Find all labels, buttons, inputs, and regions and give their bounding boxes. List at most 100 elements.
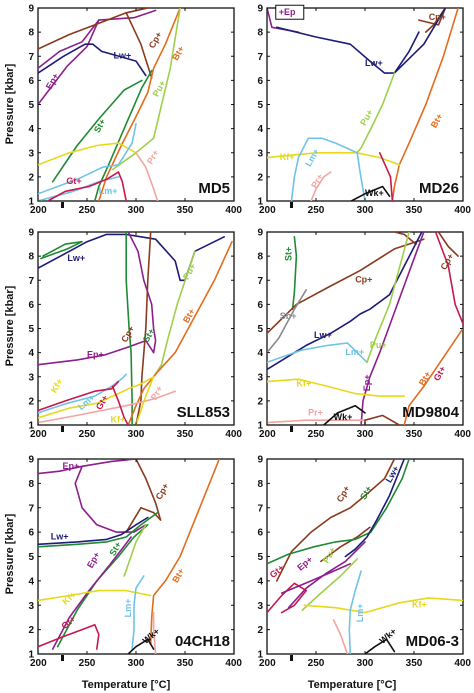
reaction-label-lm: Lm+ (99, 186, 118, 196)
reaction-line-pu (123, 524, 147, 577)
x-tick-label: 300 (128, 658, 145, 669)
y-tick-label: 6 (28, 76, 34, 87)
x-tick-label: 400 (225, 205, 242, 216)
y-tick-label: 7 (28, 276, 34, 287)
reaction-label-pr: Pr+ (308, 407, 323, 417)
panel-title: SLL853 (177, 404, 230, 421)
reaction-line-pr (135, 152, 159, 201)
x-tick-label: 200 (259, 429, 276, 440)
reaction-label-kf: Kf+ (412, 600, 427, 610)
reaction-line-st (291, 236, 298, 310)
x-tick-label: 300 (128, 205, 145, 216)
reaction-label-cp: Cp+ (355, 275, 372, 285)
reaction-line-ep (38, 9, 157, 70)
axis-marker (290, 426, 293, 432)
reaction-line-pr (310, 171, 332, 201)
reaction-line-gt (117, 171, 127, 201)
x-tick-label: 300 (357, 429, 374, 440)
reaction-label-lm: Lm+ (123, 599, 133, 618)
reaction-line-st (267, 459, 410, 565)
reaction-label-wk: Wk+ (334, 412, 353, 422)
x-tick-label: 300 (357, 658, 374, 669)
reaction-line-lw (194, 236, 225, 253)
x-tick-label: 200 (259, 658, 276, 669)
reaction-line-wk (350, 185, 391, 201)
x-tick-label: 350 (177, 429, 194, 440)
panel-frame (37, 231, 235, 426)
reaction-line-cp (135, 459, 162, 521)
reaction-line-gt (434, 232, 463, 325)
reaction-line-ep (38, 19, 100, 106)
y-tick-label: 8 (257, 252, 263, 263)
y-tick-label: 7 (257, 503, 263, 514)
reaction-line-bt (391, 8, 459, 201)
reaction-line-ep (74, 465, 147, 533)
y-axis-label-row-2: Pressure [kbar] (4, 285, 16, 366)
x-tick-label: 350 (406, 205, 423, 216)
reaction-curves (38, 8, 181, 201)
y-tick-label: 2 (257, 625, 263, 636)
x-tick-label: 400 (225, 429, 242, 440)
reaction-line-pu (152, 250, 196, 378)
y-tick-label: 1 (28, 197, 34, 208)
reaction-label-kf: Kf+ (296, 378, 311, 388)
reaction-line-lw (38, 43, 147, 77)
y-tick-label: 7 (28, 52, 34, 63)
reaction-line-kf (267, 378, 405, 397)
reaction-line-pu (366, 232, 410, 364)
y-axis-label-row-3: Pressure [kbar] (4, 513, 16, 594)
reaction-line-cp (125, 12, 153, 79)
x-tick-label: 400 (454, 429, 471, 440)
reaction-line-cp (320, 526, 371, 563)
y-tick-label: 3 (257, 372, 263, 383)
reaction-line-lm (38, 373, 127, 414)
y-tick-label: 7 (257, 276, 263, 287)
reaction-line-ep (360, 232, 425, 425)
y-tick-label: 4 (257, 576, 263, 587)
y-tick-label: 8 (28, 28, 34, 39)
reaction-label-kf: Kf+ (111, 415, 126, 425)
y-tick-label: 3 (28, 148, 34, 159)
y-tick-label: 6 (257, 76, 263, 87)
x-axis-label-left: Temperature [°C] (82, 679, 171, 691)
reaction-line-bt (149, 459, 221, 646)
y-tick-label: 4 (28, 348, 34, 359)
y-tick-label: 8 (257, 479, 263, 490)
reaction-curves (38, 232, 233, 425)
y-tick-label: 1 (28, 650, 34, 661)
reaction-label-lm: Lm+ (355, 603, 365, 622)
reaction-line-kf (135, 376, 155, 425)
reaction-line-cp (38, 8, 149, 50)
y-tick-label: 9 (257, 455, 263, 466)
reaction-line-cp (135, 232, 152, 425)
reaction-line-pr (332, 619, 349, 654)
reaction-line-lw (267, 232, 423, 371)
reaction-line-cp (437, 232, 459, 257)
y-tick-label: 1 (257, 421, 263, 432)
y-tick-label: 9 (28, 4, 34, 15)
y-tick-label: 3 (257, 601, 263, 612)
y-tick-label: 2 (28, 396, 34, 407)
axis-marker (61, 426, 64, 432)
reaction-line-lw (276, 26, 420, 74)
x-tick-label: 250 (79, 658, 96, 669)
x-tick-label: 350 (177, 658, 194, 669)
reaction-line-gt (38, 624, 100, 650)
reaction-line-wk (364, 638, 396, 654)
axis-marker (290, 655, 293, 661)
reaction-label-ep: Ep+ (87, 349, 104, 359)
x-tick-label: 400 (454, 205, 471, 216)
y-tick-label: 2 (28, 172, 34, 183)
x-tick-label: 400 (454, 658, 471, 669)
reaction-line-st (40, 240, 83, 260)
reaction-line-lm (348, 570, 362, 654)
y-tick-label: 2 (28, 625, 34, 636)
x-tick-label: 350 (406, 429, 423, 440)
reaction-line-cp (267, 238, 425, 335)
y-tick-label: 3 (257, 148, 263, 159)
reaction-line-ep (280, 563, 352, 594)
reaction-line-ep (38, 339, 155, 366)
